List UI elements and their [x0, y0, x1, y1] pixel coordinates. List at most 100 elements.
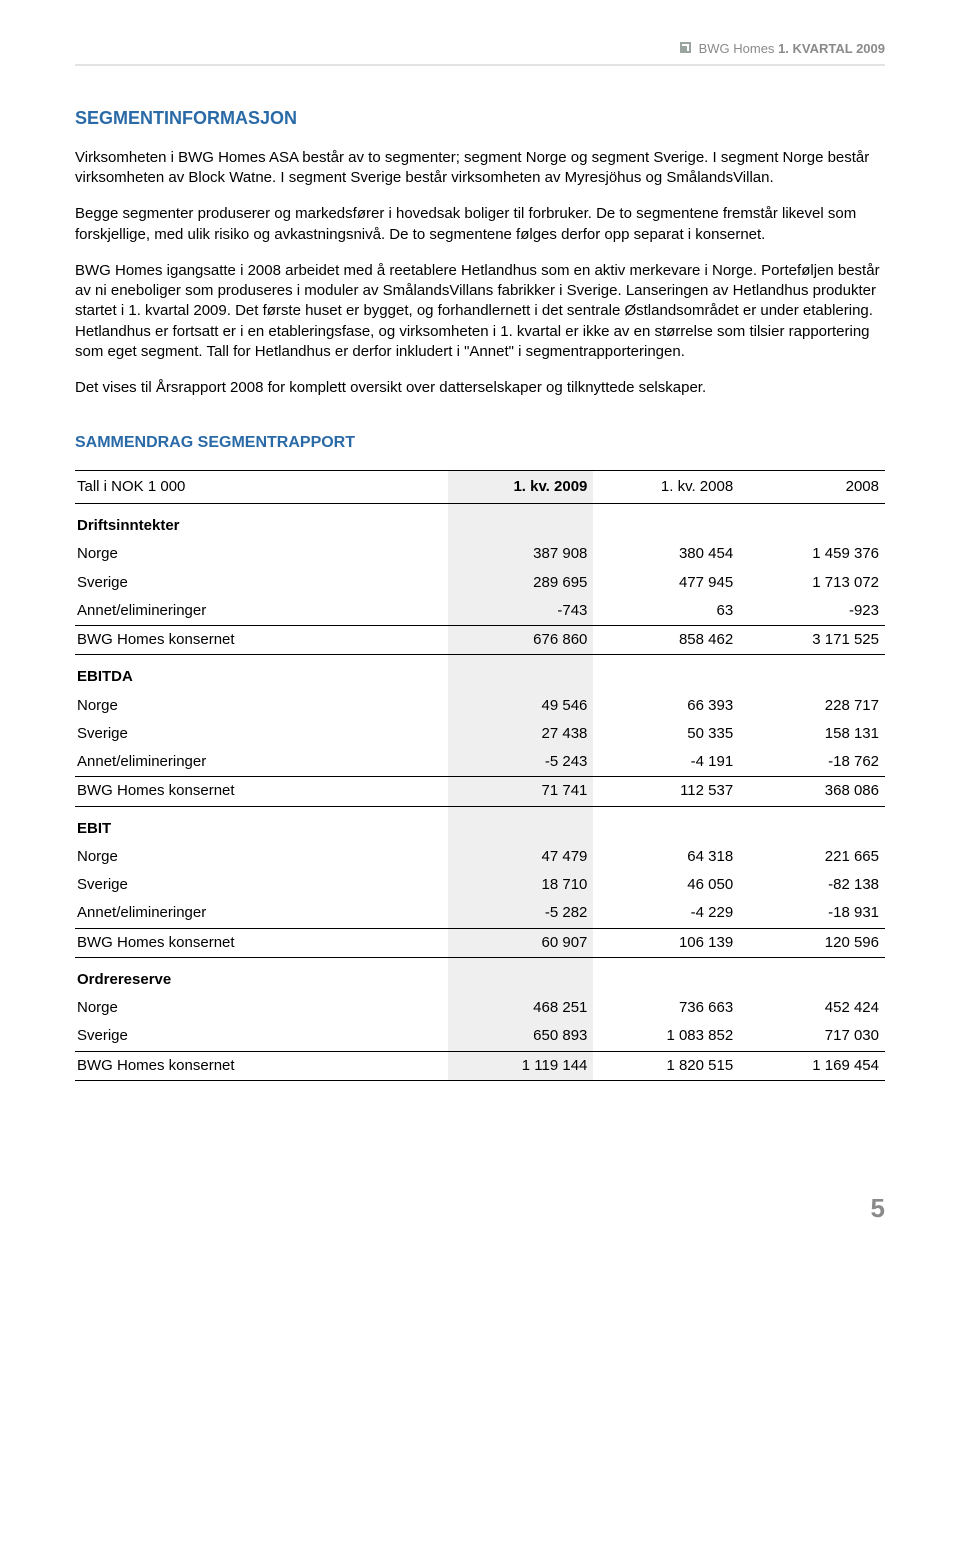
table-section-head: Ordrereserve: [75, 957, 885, 994]
cell-value: 380 454: [593, 540, 739, 568]
empty-cell: [593, 806, 739, 843]
cell-value: 27 438: [448, 720, 594, 748]
empty-cell: [593, 504, 739, 541]
total-label: BWG Homes konsernet: [75, 1051, 448, 1080]
table-total-row: BWG Homes konsernet676 860858 4623 171 5…: [75, 626, 885, 655]
cell-value: -5 243: [448, 748, 594, 777]
section-name: EBIT: [75, 806, 448, 843]
cell-value: 158 131: [739, 720, 885, 748]
cell-value: 221 665: [739, 843, 885, 871]
row-label: Sverige: [75, 720, 448, 748]
total-value: 120 596: [739, 928, 885, 957]
total-value: 106 139: [593, 928, 739, 957]
table-row: Norge47 47964 318221 665: [75, 843, 885, 871]
cell-value: -743: [448, 597, 594, 626]
cell-value: 18 710: [448, 871, 594, 899]
cell-value: 50 335: [593, 720, 739, 748]
cell-value: 47 479: [448, 843, 594, 871]
cell-value: 650 893: [448, 1022, 594, 1051]
total-value: 71 741: [448, 777, 594, 806]
total-value: 1 119 144: [448, 1051, 594, 1080]
total-value: 368 086: [739, 777, 885, 806]
paragraph: BWG Homes igangsatte i 2008 arbeidet med…: [75, 261, 885, 362]
cell-value: 63: [593, 597, 739, 626]
table-row: Annet/elimineringer-5 243-4 191-18 762: [75, 748, 885, 777]
col-header: 2008: [739, 470, 885, 503]
cell-value: -4 191: [593, 748, 739, 777]
empty-cell: [448, 957, 594, 994]
paragraph: Det vises til Årsrapport 2008 for komple…: [75, 378, 885, 398]
table-row: Sverige650 8931 083 852717 030: [75, 1022, 885, 1051]
empty-cell: [448, 504, 594, 541]
row-label: Norge: [75, 994, 448, 1022]
cell-value: 64 318: [593, 843, 739, 871]
empty-cell: [739, 504, 885, 541]
table-total-row: BWG Homes konsernet71 741112 537368 086: [75, 777, 885, 806]
table-row: Norge387 908380 4541 459 376: [75, 540, 885, 568]
paragraph: Virksomheten i BWG Homes ASA består av t…: [75, 148, 885, 189]
table-section-head: EBITDA: [75, 655, 885, 692]
row-label: Sverige: [75, 1022, 448, 1051]
paragraph: Begge segmenter produserer og markedsfør…: [75, 204, 885, 245]
empty-cell: [593, 655, 739, 692]
table-header-row: Tall i NOK 1 000 1. kv. 2009 1. kv. 2008…: [75, 470, 885, 503]
col-header: 1. kv. 2008: [593, 470, 739, 503]
header-company: BWG Homes: [699, 41, 775, 56]
subsection-title: SAMMENDRAG SEGMENTRAPPORT: [75, 432, 885, 454]
total-label: BWG Homes konsernet: [75, 928, 448, 957]
table-row: Sverige289 695477 9451 713 072: [75, 569, 885, 597]
unit-label: Tall i NOK 1 000: [75, 470, 448, 503]
total-value: 676 860: [448, 626, 594, 655]
cell-value: 717 030: [739, 1022, 885, 1051]
cell-value: 1 083 852: [593, 1022, 739, 1051]
empty-cell: [448, 655, 594, 692]
cell-value: -4 229: [593, 899, 739, 928]
cell-value: 49 546: [448, 692, 594, 720]
section-title: SEGMENTINFORMASJON: [75, 106, 885, 130]
cell-value: -923: [739, 597, 885, 626]
cell-value: 1 459 376: [739, 540, 885, 568]
total-label: BWG Homes konsernet: [75, 626, 448, 655]
header-period: 1. KVARTAL 2009: [778, 41, 885, 56]
cell-value: -82 138: [739, 871, 885, 899]
table-row: Norge468 251736 663452 424: [75, 994, 885, 1022]
section-name: Ordrereserve: [75, 957, 448, 994]
cell-value: 1 713 072: [739, 569, 885, 597]
row-label: Sverige: [75, 871, 448, 899]
total-value: 858 462: [593, 626, 739, 655]
total-value: 1 169 454: [739, 1051, 885, 1080]
page-header: BWG Homes 1. KVARTAL 2009: [75, 40, 885, 58]
col-header: 1. kv. 2009: [448, 470, 594, 503]
row-label: Annet/elimineringer: [75, 748, 448, 777]
empty-cell: [593, 957, 739, 994]
table-row: Annet/elimineringer-5 282-4 229-18 931: [75, 899, 885, 928]
section-name: EBITDA: [75, 655, 448, 692]
cell-value: 468 251: [448, 994, 594, 1022]
row-label: Norge: [75, 692, 448, 720]
total-value: 112 537: [593, 777, 739, 806]
table-total-row: BWG Homes konsernet1 119 1441 820 5151 1…: [75, 1051, 885, 1080]
total-value: 60 907: [448, 928, 594, 957]
cell-value: -18 762: [739, 748, 885, 777]
empty-cell: [739, 957, 885, 994]
header-separator: [75, 64, 885, 66]
cell-value: 66 393: [593, 692, 739, 720]
cell-value: 452 424: [739, 994, 885, 1022]
table-row: Sverige18 71046 050-82 138: [75, 871, 885, 899]
cell-value: 387 908: [448, 540, 594, 568]
total-value: 1 820 515: [593, 1051, 739, 1080]
cell-value: 289 695: [448, 569, 594, 597]
section-name: Driftsinntekter: [75, 504, 448, 541]
total-value: 3 171 525: [739, 626, 885, 655]
table-section-head: EBIT: [75, 806, 885, 843]
segment-table: Tall i NOK 1 000 1. kv. 2009 1. kv. 2008…: [75, 470, 885, 1081]
total-label: BWG Homes konsernet: [75, 777, 448, 806]
empty-cell: [739, 655, 885, 692]
cell-value: -5 282: [448, 899, 594, 928]
row-label: Norge: [75, 540, 448, 568]
row-label: Annet/elimineringer: [75, 899, 448, 928]
empty-cell: [739, 806, 885, 843]
table-row: Sverige27 43850 335158 131: [75, 720, 885, 748]
cell-value: 477 945: [593, 569, 739, 597]
cell-value: 46 050: [593, 871, 739, 899]
